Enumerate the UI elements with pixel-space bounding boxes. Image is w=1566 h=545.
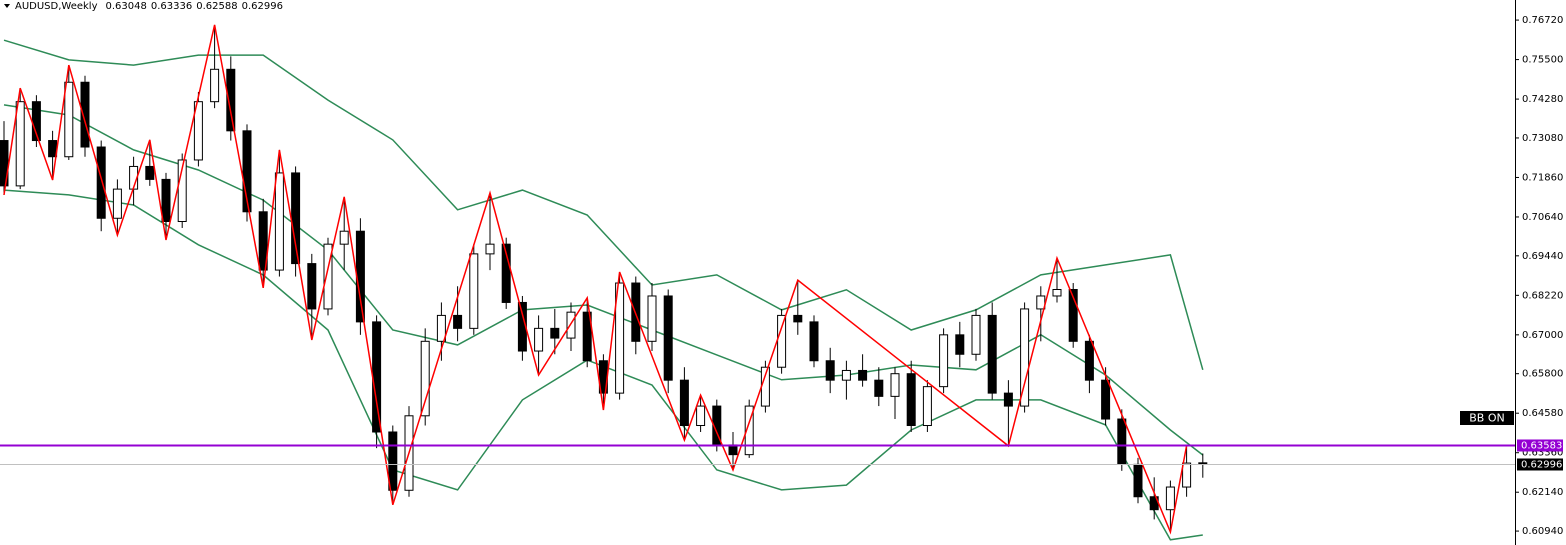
candle-body — [1068, 289, 1078, 342]
candle-body — [1165, 486, 1175, 511]
candle-body — [971, 314, 981, 355]
candle-body — [858, 369, 868, 381]
menu-arrow — [4, 4, 10, 8]
candle-body — [453, 314, 463, 329]
y-tick-label: 0.76720 — [1522, 15, 1563, 26]
chart-header: AUDUSD,Weekly 0.63048 0.63336 0.62588 0.6299… — [15, 1, 283, 12]
candle-body — [1182, 462, 1192, 488]
candle-body — [615, 282, 625, 394]
y-tick-label: 0.62140 — [1522, 487, 1563, 498]
candle-body — [161, 178, 171, 222]
candle-body — [663, 295, 673, 381]
plot-area — [0, 24, 1515, 541]
candle-body — [64, 81, 74, 158]
candle-body — [80, 81, 90, 148]
y-tick-label: 0.75500 — [1522, 55, 1563, 66]
candle-body — [809, 321, 819, 362]
candle-body — [355, 230, 365, 323]
y-tick-label: 0.69440 — [1522, 251, 1563, 262]
candle-body — [1084, 340, 1094, 381]
high-value: 0.63336 — [151, 1, 192, 12]
candle-body — [193, 101, 203, 161]
candle-body — [987, 314, 997, 394]
y-tick-label: 0.71860 — [1522, 172, 1563, 183]
y-tick-label: 0.60940 — [1522, 526, 1563, 537]
candle-body — [1003, 392, 1013, 407]
candle-body — [307, 263, 317, 310]
candle-body — [534, 327, 544, 352]
candle-body — [485, 243, 495, 255]
candle-body — [841, 369, 851, 381]
candle-body — [258, 211, 268, 271]
candle-body — [1052, 289, 1062, 297]
candle-body — [566, 311, 576, 339]
candle-body — [15, 101, 25, 187]
level-label: 0.63583 — [1521, 440, 1562, 451]
y-tick-label: 0.65800 — [1522, 369, 1563, 380]
zigzag — [3, 24, 1188, 535]
candle-body — [679, 379, 689, 427]
candle-body — [274, 172, 284, 271]
current-price-tag — [1517, 458, 1563, 471]
y-tick-label: 0.74280 — [1522, 94, 1563, 105]
y-tick-label: 0.67000 — [1522, 330, 1563, 341]
candle-body — [1101, 379, 1111, 420]
symbol: AUDUSD,Weekly — [15, 1, 98, 12]
candle-body — [550, 327, 560, 339]
open-value: 0.63048 — [106, 1, 147, 12]
candle-body — [922, 386, 932, 427]
candle-body — [582, 311, 592, 362]
candle-body — [210, 68, 220, 103]
candle-body — [501, 243, 511, 303]
candle-body — [744, 405, 754, 456]
candle-body — [112, 188, 122, 219]
indicator-label: BB ON — [1469, 412, 1504, 425]
candle-body — [388, 431, 398, 491]
y-tick-label: 0.73080 — [1522, 133, 1563, 144]
candle-body — [825, 360, 835, 381]
candle-body — [48, 140, 58, 158]
candle-body — [96, 146, 106, 219]
y-tick-label: 0.63360 — [1522, 448, 1563, 459]
candle-body — [291, 172, 301, 265]
y-tick-label: 0.70640 — [1522, 212, 1563, 223]
candle-body — [777, 314, 787, 368]
candle-body — [242, 130, 252, 213]
bollinger-upper — [3, 39, 1204, 371]
candle-body — [939, 334, 949, 388]
indicator-badge — [1460, 411, 1514, 425]
candle-body — [906, 373, 916, 427]
y-tick-label: 0.64580 — [1522, 408, 1563, 419]
y-tick-label: 0.68220 — [1522, 290, 1563, 301]
candle-body — [696, 405, 706, 427]
candle-body — [339, 230, 349, 245]
candle-body — [955, 334, 965, 355]
candle-body — [469, 253, 479, 329]
candle-body — [647, 295, 657, 342]
close-value: 0.62996 — [242, 1, 283, 12]
level-tag — [1517, 439, 1563, 452]
candle-body — [177, 159, 187, 222]
candle-body — [793, 314, 803, 323]
candle-body — [420, 340, 430, 417]
candle-body — [890, 373, 900, 397]
candle-body — [145, 165, 155, 180]
candle-body — [0, 140, 9, 187]
candle-body — [1117, 418, 1127, 465]
candle-body — [1020, 308, 1030, 407]
candle-body — [226, 68, 236, 132]
candle-body — [323, 243, 333, 310]
low-value: 0.62588 — [196, 1, 237, 12]
candle-body — [874, 379, 884, 397]
current-price-label: 0.62996 — [1521, 459, 1562, 470]
candle-body — [1133, 463, 1143, 498]
candle-body — [436, 314, 446, 342]
